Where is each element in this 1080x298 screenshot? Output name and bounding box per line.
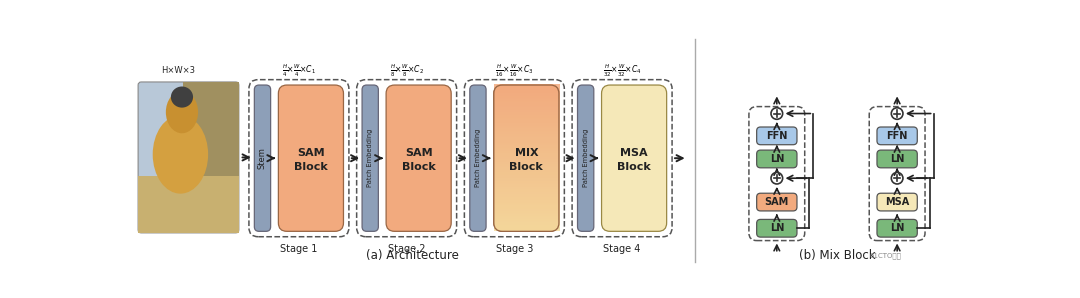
Ellipse shape [166, 91, 198, 133]
Text: Patch Embedding: Patch Embedding [367, 129, 374, 187]
FancyBboxPatch shape [877, 150, 917, 168]
FancyBboxPatch shape [470, 85, 486, 231]
FancyBboxPatch shape [602, 85, 666, 231]
Text: $\frac{H}{4}$$\times$$\frac{W}{4}$$\times C_1$: $\frac{H}{4}$$\times$$\frac{W}{4}$$\time… [282, 62, 316, 78]
FancyBboxPatch shape [138, 82, 239, 233]
Text: MSA: MSA [885, 197, 909, 207]
Text: 61CTO博客: 61CTO博客 [869, 253, 901, 259]
FancyBboxPatch shape [757, 219, 797, 237]
FancyBboxPatch shape [387, 85, 451, 231]
Text: (b) Mix Block: (b) Mix Block [799, 249, 875, 263]
FancyBboxPatch shape [877, 219, 917, 237]
FancyBboxPatch shape [757, 127, 797, 145]
Text: Stage 4: Stage 4 [604, 244, 640, 254]
FancyBboxPatch shape [757, 193, 797, 211]
FancyBboxPatch shape [279, 85, 343, 231]
Text: Block: Block [294, 162, 328, 173]
Text: LN: LN [770, 154, 784, 164]
Text: Patch Embedding: Patch Embedding [583, 129, 589, 187]
Ellipse shape [152, 115, 208, 194]
Text: FFN: FFN [766, 131, 787, 141]
FancyBboxPatch shape [877, 127, 917, 145]
FancyBboxPatch shape [255, 85, 271, 231]
Text: $\frac{H}{32}$$\times$$\frac{W}{32}$$\times C_4$: $\frac{H}{32}$$\times$$\frac{W}{32}$$\ti… [603, 62, 642, 78]
Text: $\frac{H}{8}$$\times$$\frac{W}{8}$$\times C_2$: $\frac{H}{8}$$\times$$\frac{W}{8}$$\time… [390, 62, 423, 78]
FancyBboxPatch shape [494, 85, 559, 231]
Text: $\frac{H}{16}$$\times$$\frac{W}{16}$$\times C_3$: $\frac{H}{16}$$\times$$\frac{W}{16}$$\ti… [495, 62, 534, 78]
Text: LN: LN [890, 154, 904, 164]
Text: Stem: Stem [258, 147, 267, 169]
FancyBboxPatch shape [757, 150, 797, 168]
FancyBboxPatch shape [578, 85, 594, 231]
FancyBboxPatch shape [877, 193, 917, 211]
Text: SAM: SAM [405, 148, 432, 158]
Text: LN: LN [890, 223, 904, 233]
Text: LN: LN [770, 223, 784, 233]
Text: Stage 1: Stage 1 [280, 244, 318, 254]
Bar [138, 176, 239, 233]
Text: Block: Block [510, 162, 543, 173]
Text: Stage 3: Stage 3 [496, 244, 534, 254]
Text: Stage 2: Stage 2 [388, 244, 426, 254]
Ellipse shape [171, 86, 193, 108]
Text: Patch Embedding: Patch Embedding [475, 129, 481, 187]
Text: FFN: FFN [887, 131, 908, 141]
Text: Block: Block [618, 162, 651, 173]
FancyBboxPatch shape [362, 85, 378, 231]
Text: SAM: SAM [297, 148, 325, 158]
Text: (a) Architecture: (a) Architecture [366, 249, 459, 263]
Text: Block: Block [402, 162, 435, 173]
Text: MSA: MSA [620, 148, 648, 158]
Text: MIX: MIX [514, 148, 538, 158]
Text: SAM: SAM [765, 197, 789, 207]
Text: H×W×3: H×W×3 [161, 66, 195, 75]
Bar [184, 82, 239, 176]
